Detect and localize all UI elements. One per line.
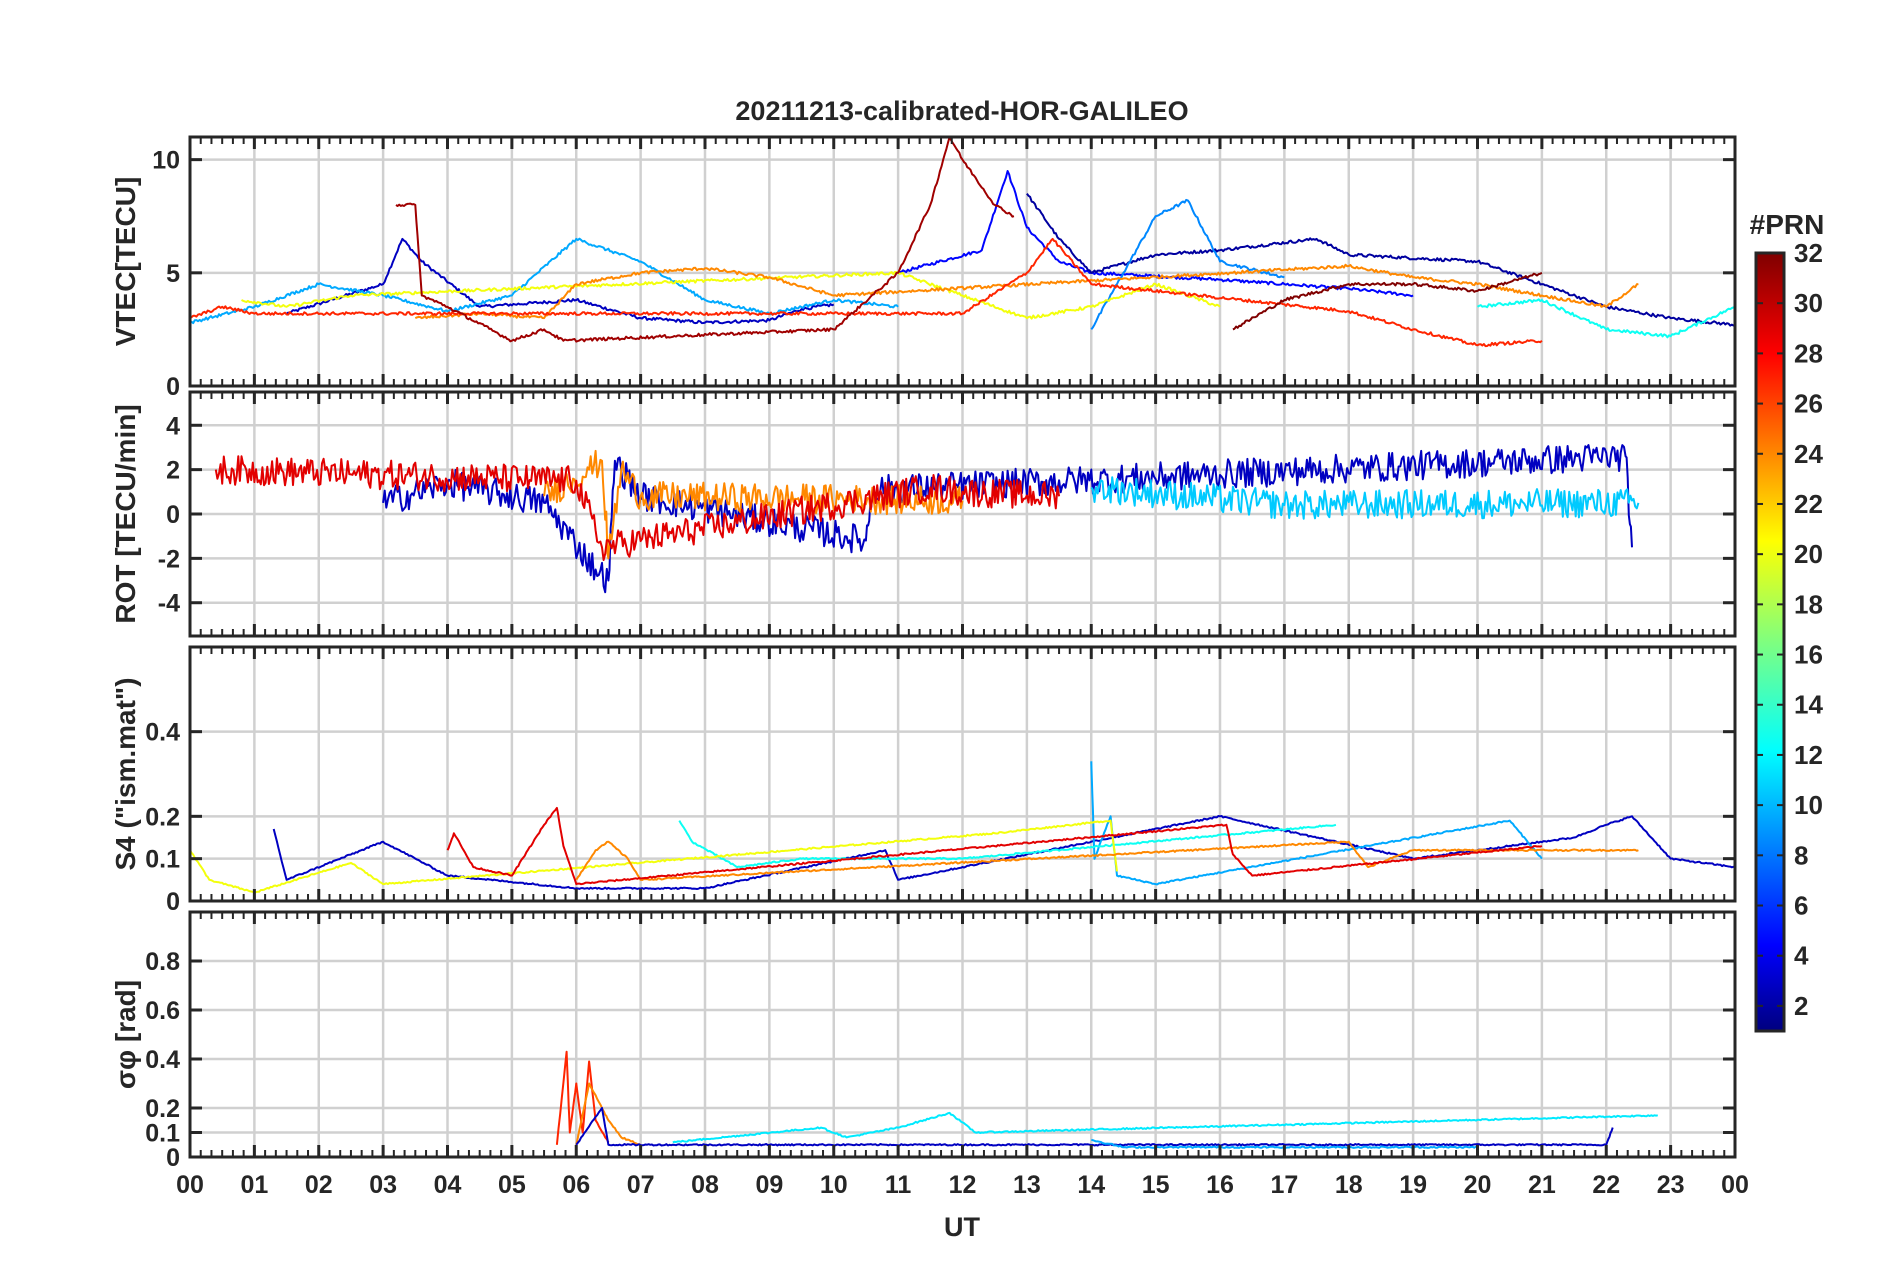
colorbar-tick-label: 26 [1794,389,1823,419]
series-group [214,444,1640,594]
x-tick-label: 14 [1077,1171,1105,1199]
y-tick-label: 0.8 [145,948,180,976]
y-tick-label: 2 [166,457,180,485]
x-tick-label: 04 [434,1171,462,1199]
colorbar-tick-label: 6 [1794,891,1808,921]
x-tick-label: 23 [1657,1171,1685,1199]
x-tick-label: 16 [1206,1171,1234,1199]
x-tick-label: 19 [1399,1171,1427,1199]
x-axis-label: UT [944,1212,980,1242]
colorbar-tick-label: 24 [1794,439,1823,469]
y-tick-label: 0.2 [145,803,180,831]
series-group [190,137,1735,348]
x-tick-label: 00 [176,1171,204,1199]
series-line-prn-31 [395,137,1015,343]
series-line-prn-29 [446,806,1543,886]
series-line-prn-29 [214,455,1061,561]
x-tick-label: 00 [1721,1171,1749,1199]
colorbar-tick-label: 30 [1794,288,1823,318]
y-tick-label: 0.1 [145,1120,180,1148]
x-tick-label: 07 [627,1171,655,1199]
y-tick-label: 5 [166,260,180,288]
y-axis-label: VTEC[TECU] [110,177,141,347]
colorbar-title: #PRN [1750,209,1825,240]
series-line-prn-24 [575,840,1639,881]
colorbar-tick-label: 10 [1794,790,1823,820]
series-line-prn-24 [575,1082,641,1146]
x-tick-label: 20 [1464,1171,1492,1199]
series-line-prn-3 [575,1107,1614,1147]
y-tick-label: 10 [152,147,180,175]
series-line-prn-2 [1026,193,1735,327]
series-line-prn-24 [414,263,1639,320]
series-line-prn-10 [1090,761,1543,886]
y-tick-label: 0.2 [145,1095,180,1123]
y-tick-label: 0.4 [145,719,180,747]
series-line-prn-11 [1090,476,1640,520]
x-tick-label: 21 [1528,1171,1556,1199]
series-line-prn-12 [672,1111,1658,1144]
y-axis-label: σφ [rad] [110,980,141,1089]
series-line-prn-10 [190,237,899,325]
panel-sigma_phi: 00.10.2 0.4 0.6 0.8σφ [rad] [110,910,1737,1172]
x-tick-label: 17 [1270,1171,1298,1199]
y-tick-label: 0 [166,501,180,529]
x-tick-label: 12 [949,1171,977,1199]
series-line-prn-32 [1232,271,1543,331]
series-line-prn-27 [555,1050,610,1145]
panel-rot: -4 -2 0 2 4 ROT [TECU/min] [110,390,1737,638]
colorbar-tick-label: 28 [1794,338,1823,368]
y-tick-label: 0 [166,888,180,916]
x-tick-label: 18 [1335,1171,1363,1199]
colorbar-tick-label: 8 [1794,840,1808,870]
y-tick-label: 0.6 [145,997,180,1025]
colorbar-tick-label: 14 [1794,690,1823,720]
x-tick-label: 03 [369,1171,397,1199]
y-axis-label: ROT [TECU/min] [110,404,141,623]
y-tick-label: -4 [158,590,180,618]
x-tick-label: 05 [498,1171,526,1199]
x-tick-label: 10 [820,1171,848,1199]
series-line-prn-9 [1090,198,1285,331]
colorbar-gradient [1754,251,1786,1033]
y-tick-label: 4 [166,412,180,440]
series-line-prn-13 [1477,298,1735,339]
x-tick-label: 11 [885,1171,912,1199]
y-tick-label: 0.4 [145,1046,180,1074]
series-line-prn-20 [190,819,1118,894]
y-axis-label: S4 ("ism.mat") [110,677,141,870]
colorbar-tick-label: 16 [1794,640,1823,670]
x-tick-label: 02 [305,1171,333,1199]
x-tick-label: 15 [1142,1171,1170,1199]
series-line-prn-27 [190,237,1543,348]
y-tick-label: 0 [166,1144,180,1172]
colorbar-tick-label: 18 [1794,589,1823,619]
colorbar-tick-label: 2 [1794,991,1808,1021]
chart-title: 20211213-calibrated-HOR-GALILEO [735,96,1188,126]
x-tick-label: 13 [1013,1171,1041,1199]
colorbar-tick-label: 4 [1794,941,1809,971]
y-tick-label: 0 [166,373,180,401]
colorbar-tick-label: 32 [1794,238,1823,268]
series-line-prn-3 [382,444,1633,594]
y-tick-label: -2 [158,545,180,573]
colorbar-tick-label: 20 [1794,539,1823,569]
x-tick-label: 08 [691,1171,719,1199]
x-tick-label: 22 [1592,1171,1620,1199]
x-tick-label: 06 [562,1171,590,1199]
series-line-prn-13 [678,820,1337,869]
panel-vtec: 0 5 10 VTEC[TECU] [110,135,1737,401]
series-line-prn-20 [241,270,1221,320]
colorbar-tick-label: 22 [1794,489,1823,519]
x-tick-label: 01 [240,1171,268,1199]
series-group [190,761,1735,894]
y-tick-label: 0.1 [145,846,180,874]
panel-s4: 0 0.1 0.2 0.4S4 ("ism.mat") [110,645,1737,916]
colorbar-tick-label: 12 [1794,740,1823,770]
x-tick-label: 09 [755,1171,783,1199]
